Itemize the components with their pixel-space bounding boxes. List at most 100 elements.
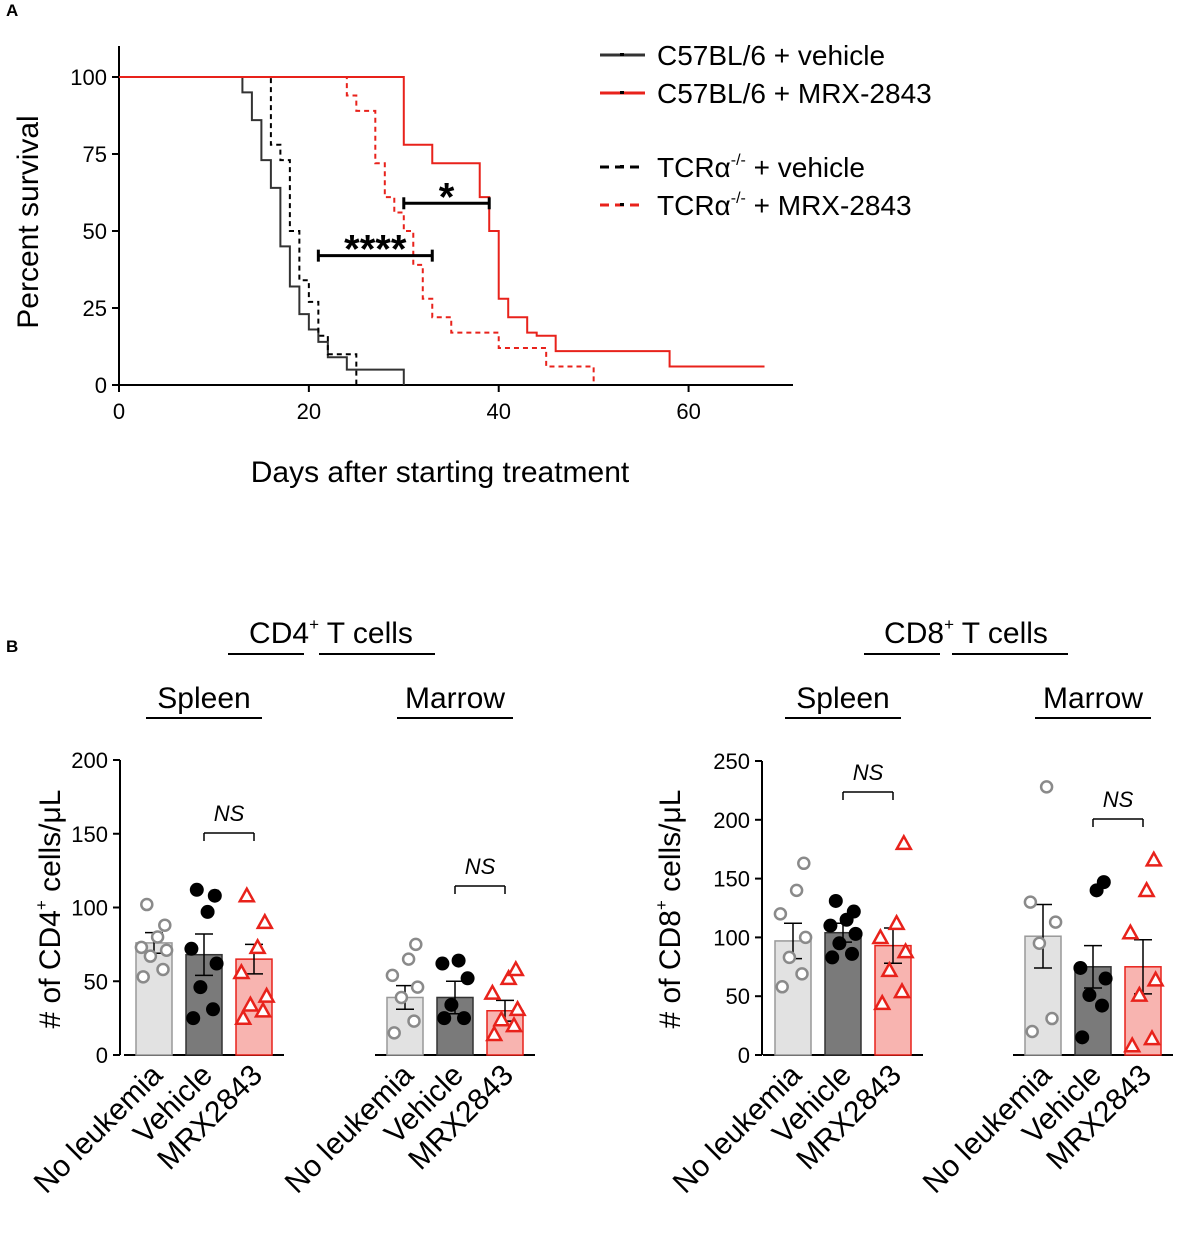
cd4-group-label-spleen: Spleen — [157, 682, 250, 715]
cd4-ns-label: NS — [465, 854, 496, 879]
cd4-data-point — [435, 956, 450, 971]
cd4-data-point — [184, 941, 199, 956]
panel-a-label: A — [6, 1, 18, 20]
legend-label-main: TCRα — [657, 152, 731, 183]
cd8-chart: CD8+ T cells # of CD8+ cells/μL 0 50 100 15… — [652, 615, 1173, 1200]
cd4-data-point — [209, 956, 224, 971]
cd8-y-axis-label: # of CD8+ cells/μL — [652, 790, 687, 1029]
cd8-data-point — [1048, 915, 1063, 929]
legend-swatch-marker — [620, 53, 624, 56]
survival-annotations: ***** — [316, 175, 491, 272]
cd4-data-point — [385, 968, 400, 983]
cd4-data-point — [255, 912, 274, 930]
cd4-data-point — [193, 980, 208, 995]
cd8-data-point — [1098, 971, 1113, 986]
cd4-y-tick-label: 200 — [71, 748, 108, 773]
cd4-group-label-marrow: Marrow — [405, 682, 505, 715]
cd8-y-tick-label: 0 — [738, 1043, 750, 1068]
cd8-data-point — [773, 907, 788, 921]
cd8-data-point — [871, 927, 890, 945]
cd4-data-point — [499, 968, 518, 986]
cd4-data-point — [407, 1014, 421, 1028]
significance-stars-2: **** — [344, 228, 407, 272]
cd8-data-point — [1045, 1011, 1059, 1026]
cd4-data-point — [387, 1026, 401, 1040]
cd8-ns-label: NS — [853, 760, 884, 785]
cd8-data-point — [782, 950, 797, 965]
cd4-data-point — [134, 940, 149, 955]
cd8-data-point — [1146, 970, 1165, 987]
cd8-y-tick-label: 150 — [713, 867, 750, 892]
cd4-data-point — [159, 943, 174, 958]
cd4-data-point — [485, 1024, 504, 1042]
cd4-data-point — [156, 962, 170, 977]
cd8-data-point — [873, 993, 892, 1011]
legend-label-2: C57BL/6 + MRX-2843 — [657, 78, 932, 109]
legend-label-rest: + vehicle — [746, 152, 865, 183]
cd8-data-point — [823, 918, 838, 933]
cd8-data-point — [887, 913, 906, 931]
cd8-y-tick-label: 100 — [713, 925, 750, 950]
cd8-data-point — [825, 950, 840, 965]
cd4-y-tick-label: 100 — [71, 896, 108, 921]
survival-curve-4 — [119, 76, 595, 385]
cd4-y-tick-label: 0 — [96, 1043, 108, 1068]
survival-y-tick-label: 100 — [70, 65, 107, 90]
survival-x-axis-label: Days after starting treatment — [251, 456, 630, 489]
cd8-data-point — [795, 967, 809, 981]
cd4-data-point — [186, 1011, 201, 1026]
cd8-data-point — [798, 930, 813, 945]
cd4-ns-label: NS — [214, 801, 245, 826]
cd4-data-point — [506, 959, 525, 977]
cd4-data-point — [492, 1010, 511, 1027]
cd8-data-point — [789, 883, 804, 898]
cd4-y-tick-label: 150 — [71, 822, 108, 847]
survival-series — [119, 76, 765, 385]
legend-label-3: TCRα-/- + vehicle — [657, 152, 865, 183]
cd8-y-tick-label: 50 — [726, 984, 750, 1009]
cd4-y-axis-label: # of CD4+ cells/μL — [32, 790, 67, 1029]
cd8-data-point — [1096, 875, 1111, 890]
cd8-data-point — [892, 981, 912, 999]
survival-curve-2 — [119, 76, 765, 368]
survival-y-axis-label: Percent survival — [12, 115, 45, 328]
cd8-data-point — [832, 936, 847, 951]
cd4-data-point — [460, 971, 475, 986]
cd4-data-point — [444, 997, 459, 1012]
cd8-data-point — [1073, 960, 1088, 975]
cd8-y-tick-label: 200 — [713, 808, 750, 833]
legend-label-1: C57BL/6 + vehicle — [657, 40, 885, 71]
cd8-group-label-spleen: Spleen — [796, 682, 889, 715]
cd8-data-point — [828, 893, 843, 908]
cd8-data-point — [846, 904, 861, 919]
survival-curve-3 — [119, 76, 358, 385]
cd4-data-point — [257, 986, 276, 1003]
panel-b-label: B — [6, 637, 18, 656]
cd8-data-point — [1123, 1036, 1142, 1053]
cd4-data-point — [200, 904, 215, 919]
cd4-data-point — [437, 1011, 452, 1026]
cd4-data-point — [409, 937, 423, 952]
cd4-title: CD4+ T cells — [249, 615, 413, 650]
survival-legend: C57BL/6 + vehicle C57BL/6 + MRX-2843 TCRα-… — [600, 40, 932, 221]
legend-label-main: TCRα — [657, 190, 731, 221]
survival-axes: 0 25 50 75 100 0 20 40 60 — [70, 46, 793, 424]
legend-label-main: C57BL/6 + vehicle — [657, 40, 885, 71]
cd8-data-point — [1025, 1024, 1039, 1039]
cd4-data-point — [401, 952, 416, 966]
cd8-data-point — [1142, 1028, 1162, 1046]
cd8-data-point — [775, 980, 789, 994]
cd8-y-tick-label: 250 — [713, 749, 750, 774]
survival-y-tick-label: 50 — [83, 219, 107, 244]
cd4-data-point — [136, 970, 150, 984]
cd8-data-point — [896, 941, 915, 959]
cd4-data-point — [451, 953, 466, 968]
cd4-y-tick-label: 50 — [84, 969, 108, 994]
survival-y-tick-label: 0 — [95, 373, 107, 398]
cd4-data-point — [241, 995, 260, 1012]
legend-label-main: C57BL/6 + MRX-2843 — [657, 78, 932, 109]
cd4-data-point — [237, 886, 256, 903]
cd4-data-point — [206, 1002, 220, 1017]
